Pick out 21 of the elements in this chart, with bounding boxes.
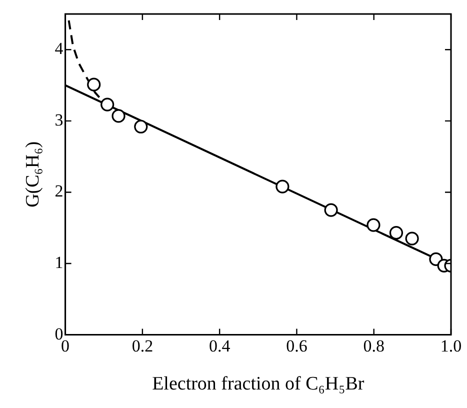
point (276, 180, 290, 194)
y-tick-label: 4 (54, 39, 64, 58)
point (134, 120, 148, 134)
y-tick-label: 0 (54, 324, 64, 344)
point (100, 98, 114, 112)
point (389, 226, 404, 240)
y-tick-label: 1 (54, 252, 64, 272)
point (112, 109, 126, 123)
point (366, 218, 380, 232)
point (324, 203, 338, 217)
y-axis-title: G(C₆H₆) (22, 141, 44, 208)
x-tick-label: 0.8 (363, 336, 384, 356)
y-tick-label: 2 (54, 182, 64, 201)
y-tick-label: 3 (54, 110, 64, 130)
point (87, 78, 101, 92)
x-tick-label: 1.0 (440, 336, 462, 356)
point (405, 232, 419, 246)
x-tick-label: 0.6 (286, 336, 308, 356)
x-tick-label: 0.2 (132, 336, 154, 356)
x-tick-label: 0.4 (208, 336, 231, 356)
x-axis-title: Electron fraction of C₆H₅Br (152, 374, 365, 395)
